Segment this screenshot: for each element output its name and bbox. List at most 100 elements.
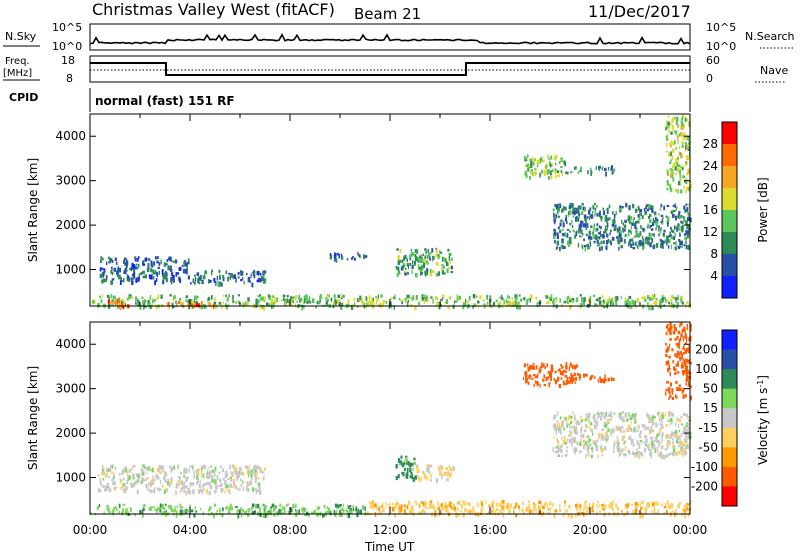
velocity-scatter-cell bbox=[670, 411, 672, 416]
power-scatter-cell bbox=[425, 295, 428, 300]
velocity-scatter-cell bbox=[616, 425, 618, 428]
power-scatter-cell bbox=[589, 300, 592, 304]
velocity-scatter-cell bbox=[609, 414, 612, 417]
power-scatter-cell bbox=[439, 250, 441, 255]
velocity-scatter-cell bbox=[220, 487, 223, 493]
velocity-scatter-cell bbox=[677, 352, 680, 357]
power-scatter-cell bbox=[181, 302, 184, 307]
power-scatter-cell bbox=[218, 269, 221, 273]
velocity-scatter-cell bbox=[588, 505, 590, 511]
power-scatter-cell bbox=[652, 245, 654, 249]
power-scatter-cell bbox=[557, 215, 561, 218]
power-scatter-cell bbox=[594, 302, 596, 307]
velocity-scatter-cell bbox=[578, 502, 580, 507]
velocity-scatter-cell bbox=[624, 454, 627, 457]
velocity-scatter-cell bbox=[508, 511, 511, 515]
power-scatter-cell bbox=[683, 185, 685, 190]
power-scatter-cell bbox=[672, 141, 674, 146]
power-scatter-cell bbox=[557, 210, 559, 213]
velocity-scatter-cell bbox=[585, 373, 588, 377]
velocity-scatter-cell bbox=[684, 445, 687, 448]
power-scatter-cell bbox=[298, 294, 300, 298]
power-scatter-cell bbox=[641, 215, 644, 219]
power-scatter-cell bbox=[569, 223, 571, 226]
velocity-scatter-cell bbox=[665, 391, 667, 396]
velocity-scatter-cell bbox=[113, 486, 117, 491]
velocity-scatter-cell bbox=[605, 431, 608, 437]
velocity-scatter-cell bbox=[665, 510, 668, 514]
power-scatter-cell bbox=[135, 301, 137, 305]
power-scatter-cell bbox=[599, 210, 601, 215]
power-scatter-cell bbox=[596, 223, 599, 227]
velocity-scatter-cell bbox=[340, 508, 343, 511]
power-scatter-cell bbox=[650, 224, 653, 228]
velocity-scatter-cell bbox=[583, 373, 586, 377]
velocity-scatter-cell bbox=[571, 379, 574, 384]
power-scatter-cell bbox=[126, 259, 128, 262]
velocity-scatter-cell bbox=[155, 509, 158, 513]
velocity-scatter-cell bbox=[671, 348, 674, 352]
power-scatter-cell bbox=[571, 203, 574, 208]
velocity-scatter-cell bbox=[681, 370, 685, 374]
power-scatter-cell bbox=[475, 295, 478, 298]
velocity-scatter-cell bbox=[560, 450, 563, 454]
power-scatter-cell bbox=[678, 211, 681, 215]
power-scatter-cell bbox=[437, 271, 440, 276]
power-scatter-cell bbox=[581, 203, 584, 206]
power-scatter-cell bbox=[267, 294, 270, 298]
velocity-scatter-cell bbox=[590, 454, 593, 459]
velocity-scatter-cell bbox=[638, 433, 641, 437]
velocity-scatter-cell bbox=[666, 444, 669, 450]
power-scatter-cell bbox=[125, 263, 128, 268]
velocity-scatter-cell bbox=[679, 387, 682, 391]
power-scatter-cell bbox=[124, 267, 127, 271]
velocity-scatter-cell bbox=[559, 368, 561, 372]
velocity-scatter-cell bbox=[523, 511, 525, 515]
power-scatter-cell bbox=[180, 301, 183, 306]
power-scatter-cell bbox=[595, 227, 598, 232]
power-scatter-cell bbox=[599, 230, 602, 236]
velocity-scatter-cell bbox=[236, 473, 238, 479]
power-scatter-cell bbox=[609, 232, 611, 236]
power-scatter-cell bbox=[561, 240, 564, 244]
velocity-scatter-cell bbox=[192, 465, 194, 470]
velocity-scatter-cell bbox=[495, 507, 499, 511]
power-scatter-cell bbox=[506, 302, 509, 308]
power-scatter-cell bbox=[424, 255, 426, 259]
power-scatter-cell bbox=[441, 270, 445, 275]
velocity-scatter-cell bbox=[635, 429, 639, 433]
power-scatter-cell bbox=[248, 276, 251, 280]
velocity-scatter-cell bbox=[680, 333, 683, 337]
velocity-scatter-cell bbox=[656, 511, 658, 514]
power-scatter-cell bbox=[675, 298, 677, 303]
power-scatter-cell bbox=[589, 239, 591, 245]
velocity-scatter-cell bbox=[408, 509, 412, 514]
power-scatter-cell bbox=[555, 214, 558, 219]
velocity-scatter-cell bbox=[200, 488, 202, 492]
power-scatter-cell bbox=[628, 205, 631, 210]
power-scatter-cell bbox=[299, 299, 301, 303]
power-scatter-cell bbox=[580, 166, 582, 170]
power-scatter-cell bbox=[511, 301, 514, 306]
power-scatter-cell bbox=[232, 300, 235, 303]
velocity-scatter-cell bbox=[573, 447, 575, 452]
velocity-scatter-cell bbox=[274, 504, 276, 510]
power-scatter-cell bbox=[290, 299, 293, 303]
power-scatter-cell bbox=[609, 239, 611, 245]
velocity-scatter-cell bbox=[635, 502, 638, 506]
velocity-scatter-cell bbox=[559, 448, 562, 452]
power-scatter-cell bbox=[635, 208, 638, 213]
velocity-scatter-cell bbox=[394, 513, 397, 518]
velocity-scatter-cell bbox=[416, 464, 419, 467]
velocity-scatter-cell bbox=[575, 513, 577, 518]
power-scatter-cell bbox=[585, 227, 587, 231]
power-scatter-cell bbox=[222, 274, 224, 279]
power-scatter-cell bbox=[589, 167, 591, 170]
power-scatter-cell bbox=[531, 161, 534, 164]
velocity-scatter-cell bbox=[167, 478, 170, 482]
velocity-scatter-cell bbox=[100, 480, 102, 486]
velocity-scatter-cell bbox=[663, 506, 667, 509]
power-scatter-cell bbox=[611, 169, 614, 175]
velocity-scatter-cell bbox=[413, 462, 416, 465]
power-scatter-cell bbox=[123, 257, 126, 261]
